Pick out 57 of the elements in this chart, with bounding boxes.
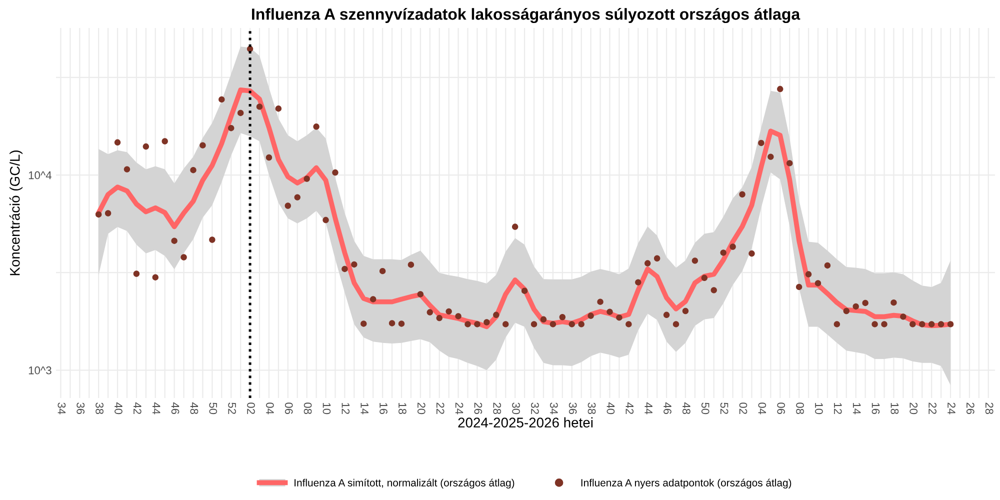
x-tick-label: 34 (58, 402, 66, 414)
x-tick-label: 20 (417, 402, 426, 414)
x-tick-label: 22 (436, 402, 444, 414)
x-tick-label: 18 (890, 403, 899, 414)
x-tick-label: 20 (910, 402, 918, 414)
x-tick-label: 48 (190, 402, 198, 414)
x-tick-label: 26 (966, 402, 974, 414)
x-tick-label: 48 (682, 402, 690, 414)
y-tick-label: 10^4 (28, 171, 52, 180)
x-tick-label: 12 (834, 403, 842, 414)
x-tick-label: 50 (701, 402, 710, 414)
x-tick-label: 02 (739, 402, 748, 414)
x-tick-label: 08 (304, 402, 312, 414)
x-tick-label: 40 (114, 402, 122, 414)
x-tick-label: 14 (360, 403, 368, 414)
x-tick-label: 12 (342, 403, 350, 414)
legend-label: Influenza A simított, normalizált (országos átlag) (294, 478, 514, 489)
x-tick-label: 36 (76, 402, 85, 414)
x-tick-label: 42 (626, 402, 634, 414)
x-tick-label: 18 (398, 403, 406, 414)
x-tick-label: 42 (134, 402, 142, 414)
x-axis-title: 2024-2025-2026 hetei (458, 417, 593, 428)
x-tick-label: 02 (247, 402, 255, 414)
x-tick-label: 10 (815, 403, 823, 414)
x-tick-label: 34 (550, 402, 558, 414)
x-tick-label: 24 (948, 402, 956, 414)
x-tick-label: 38 (588, 402, 596, 414)
x-tick-label: 06 (284, 402, 293, 414)
x-tick-label: 06 (777, 402, 786, 414)
x-tick-label: 44 (152, 402, 160, 414)
x-tick-label: 14 (852, 403, 861, 414)
y-tick-label: 10^3 (28, 366, 52, 374)
x-tick-label: 04 (758, 402, 766, 414)
x-tick-label: 24 (455, 402, 464, 414)
x-tick-label: 10 (322, 403, 331, 414)
x-tick-label: 30 (512, 402, 520, 414)
x-tick-label: 38 (96, 402, 104, 414)
x-tick-label: 22 (928, 402, 936, 414)
y-axis-title: Koncentráció (GC/L) (9, 150, 23, 276)
x-tick-label: 46 (664, 402, 672, 414)
x-tick-label: 50 (209, 402, 218, 414)
x-tick-label: 32 (531, 402, 539, 414)
x-tick-label: 44 (644, 402, 652, 414)
x-tick-label: 52 (228, 402, 236, 414)
x-tick-label: 26 (474, 402, 482, 414)
x-tick-label: 16 (872, 403, 880, 414)
x-tick-label: 08 (796, 402, 804, 414)
chart-title: Influenza A szennyvízadatok lakosságarányos súlyozott országos átlaga (252, 8, 800, 24)
legend-label: Influenza A nyers adatpontok (országos átlag) (581, 478, 792, 489)
x-tick-label: 04 (266, 402, 274, 414)
x-tick-label: 28 (985, 402, 994, 414)
x-tick-label: 40 (606, 402, 615, 414)
x-tick-label: 36 (568, 402, 577, 414)
x-tick-label: 46 (171, 402, 180, 414)
x-tick-label: 28 (493, 402, 502, 414)
x-tick-label: 52 (720, 402, 728, 414)
x-tick-label: 16 (380, 403, 388, 414)
